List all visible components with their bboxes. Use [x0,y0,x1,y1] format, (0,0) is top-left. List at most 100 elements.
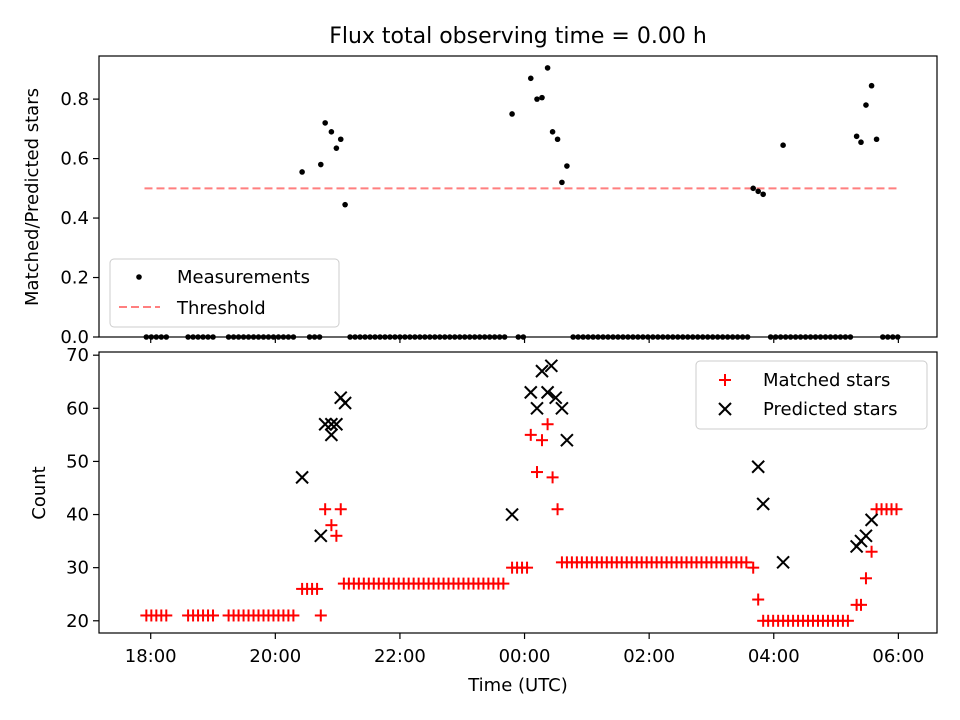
top-chart: 0.00.20.40.60.8 Matched/Predicted stars … [22,55,938,348]
predicted-star-point [555,401,569,416]
x-tick-label: 22:00 [374,646,426,667]
bottom-y-tick-label: 20 [66,611,89,632]
predicted-star-point [859,529,873,543]
measurement-point [564,163,570,169]
matched-star-point [524,428,537,441]
matched-star-point [160,609,173,622]
predicted-star-point [535,364,549,378]
matched-star-point [546,471,559,484]
matched-star-point [740,556,753,569]
matched-star-point [334,503,347,516]
measurement-point [853,133,860,140]
matched-star-point [325,519,338,532]
predicted-star-point [560,433,574,447]
bottom-y-tick-label: 40 [66,505,89,526]
measurement-point [337,136,344,143]
measurement-point [299,169,305,175]
matched-star-point [747,561,760,574]
matched-star-point [521,561,534,574]
predicted-star-point [530,401,544,416]
top-y-axis-label: Matched/Predicted stars [22,88,43,306]
bottom-legend-frame [695,360,928,430]
matched-star-point [207,609,220,622]
top-y-tick-label: 0.8 [60,89,89,110]
measurement-point [322,120,328,126]
predicted-star-point [295,470,309,485]
matched-star-point [314,609,327,622]
predicted-star-point [540,385,555,400]
measurement-point [780,142,786,149]
top-y-tick-label: 0.0 [60,327,89,348]
matched-star-point [841,614,854,627]
bottom-ticks: 20 30 40 50 60 70 18:00 20:00 22:00 00:00 02:00 04:… [66,345,924,667]
legend-threshold-label: Threshold [176,298,266,319]
x-tick-label: 06:00 [872,646,924,667]
measurement-point [333,145,340,151]
top-ticks: 0.0 0.2 0.4 0.6 0.8 [60,89,899,348]
legend-predicted-label: Predicted stars [763,399,897,420]
top-y-tick-label: 0.4 [60,208,89,229]
x-tick-label: 18:00 [125,646,177,667]
measurement-point [868,82,875,89]
measurement-point [544,65,551,71]
measurement-point [760,191,766,198]
predicted-star-point [524,385,538,400]
predicted-star-point [776,555,790,570]
bottom-chart: 20 30 40 50 60 70 18:00 20:00 22:00 00:00 02:00 04:… [29,345,938,696]
matched-star-point [890,503,903,516]
measurement-point [539,94,545,101]
measurement-point [873,136,880,143]
predicted-star-point [548,390,563,405]
bottom-y-tick-label: 60 [66,398,89,419]
matched-star-point [752,593,765,606]
bottom-legend: Matched stars Predicted stars [695,360,928,430]
x-tick-label: 02:00 [623,646,675,667]
measurement-point [328,129,335,135]
top-chart-title: Flux total observing time = 0.00 h [329,24,707,49]
bottom-y-axis-label: Count [29,466,50,519]
top-y-tick-label: 0.2 [60,268,89,289]
legend-measurements-marker [136,274,142,280]
matched-star-point [531,466,544,479]
predicted-star-point [329,417,344,431]
matched-star-point [854,598,867,611]
x-tick-label: 20:00 [249,646,301,667]
matched-star-point [311,582,324,595]
bottom-y-tick-label: 30 [66,558,89,579]
legend-predicted-marker [718,402,732,416]
x-axis-label: Time (UTC) [467,675,568,696]
top-plot-frame [98,55,938,338]
predicted-star-point [505,507,519,522]
bottom-y-tick-label: 70 [66,345,89,366]
predicted-star-point [314,529,328,543]
top-legend-frame [109,258,340,328]
predicted-star-point [756,497,770,511]
measurement-point [342,201,348,208]
legend-matched-marker [719,374,731,386]
bottom-y-tick-label: 50 [66,451,89,472]
matched-star-point [551,503,564,516]
measurement-point [318,161,324,168]
measurement-point [554,136,561,143]
top-y-tick-label: 0.6 [60,149,89,170]
matched-star-point [859,572,872,585]
measurement-point [559,179,565,186]
predicted-star-point [751,460,765,474]
matched-star-point [865,545,878,558]
measurement-point [527,75,534,82]
legend-matched-label: Matched stars [763,370,890,391]
top-legend: Measurements Threshold [109,258,340,328]
matched-star-point [330,529,343,542]
predicted-star-point [338,396,352,410]
x-tick-label: 04:00 [748,646,800,667]
matched-star-point [497,577,510,590]
measurement-point [534,96,540,102]
measurement-point [750,185,757,192]
matched-star-point [535,434,548,447]
measurement-point [863,102,869,108]
measurement-point [755,188,761,195]
matched-star-point [541,418,554,431]
x-tick-label: 00:00 [499,646,551,667]
predicted-star-point [544,359,559,373]
